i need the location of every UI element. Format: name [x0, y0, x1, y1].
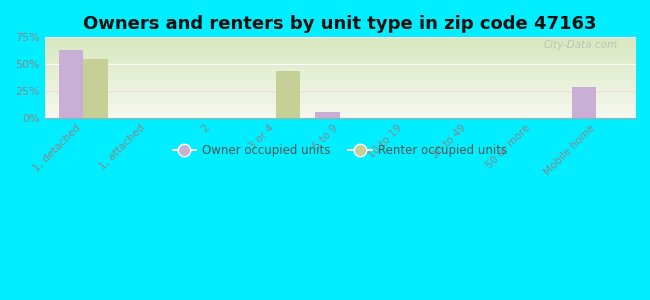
Bar — [572, 87, 597, 118]
Bar — [276, 70, 300, 118]
Text: City-Data.com: City-Data.com — [543, 40, 618, 50]
Bar — [83, 59, 107, 118]
Bar — [315, 112, 340, 118]
Title: Owners and renters by unit type in zip code 47163: Owners and renters by unit type in zip c… — [83, 15, 597, 33]
Legend: Owner occupied units, Renter occupied units: Owner occupied units, Renter occupied un… — [168, 139, 512, 162]
Bar — [58, 50, 83, 118]
